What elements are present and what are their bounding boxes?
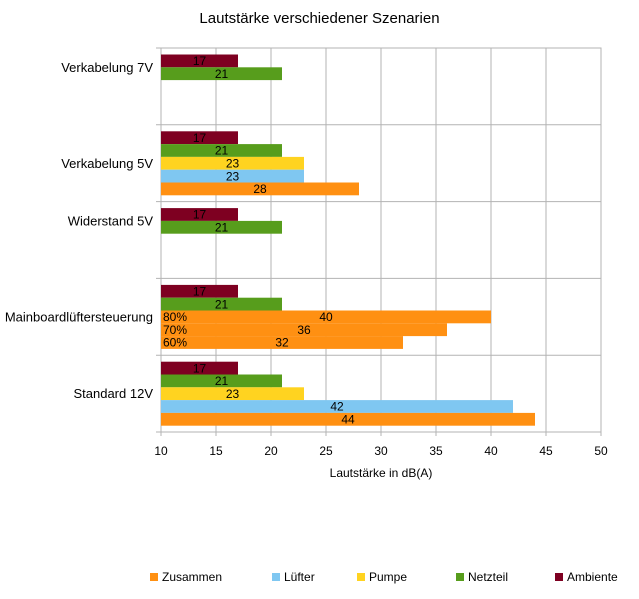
bar-value-label: 36 [297, 323, 311, 337]
bar-value-label: 17 [193, 54, 207, 68]
x-axis-label: Lautstärke in dB(A) [330, 466, 433, 480]
bar-value-label: 21 [215, 221, 229, 235]
x-tick-label: 30 [374, 444, 388, 458]
legend-item: Lüfter [272, 570, 315, 584]
legend-swatch [456, 573, 464, 581]
legend-swatch [272, 573, 280, 581]
legend-label: Zusammen [162, 570, 223, 584]
x-tick-label: 10 [154, 444, 168, 458]
bar-value-label: 23 [226, 169, 240, 183]
bar-value-label: 17 [193, 285, 207, 299]
bar-value-label: 21 [215, 144, 229, 158]
bar-sub-label: 70% [163, 323, 187, 337]
bar-value-label: 17 [193, 131, 207, 145]
chart-legend: Zusammen Lüfter Pumpe Netzteil Ambiente [0, 570, 639, 586]
bar-value-label: 32 [275, 336, 289, 350]
bar-netzteil [161, 220, 282, 234]
bar-sub-label: 60% [163, 336, 187, 350]
bar-value-label: 40 [319, 310, 333, 324]
chart-title: Lautstärke verschiedener Szenarien [199, 10, 440, 27]
bar-ambiente [161, 284, 238, 298]
x-tick-label: 25 [319, 444, 333, 458]
y-category-label: Verkabelung 5V [61, 156, 153, 171]
bar-value-label: 21 [215, 374, 229, 388]
bar-value-label: 21 [215, 297, 229, 311]
legend-swatch [555, 573, 563, 581]
bar-zusammen [161, 323, 447, 337]
bar-ambiente [161, 208, 238, 221]
bar-pumpe [161, 387, 304, 401]
bar-pumpe [161, 156, 304, 170]
legend-item: Pumpe [357, 570, 407, 584]
bar-ambiente [161, 131, 238, 145]
legend-label: Lüfter [284, 570, 315, 584]
y-category-label: Mainboardlüftersteuerung [5, 309, 153, 324]
bar-netzteil [161, 374, 282, 388]
x-tick-label: 15 [209, 444, 223, 458]
bar-ambiente [161, 54, 238, 68]
x-tick-label: 20 [264, 444, 278, 458]
bar-lüfter [161, 400, 513, 413]
bar-sub-label: 80% [163, 310, 187, 324]
legend-swatch [150, 573, 158, 581]
bar-value-label: 17 [193, 208, 207, 222]
bar-value-label: 44 [341, 413, 355, 427]
bar-netzteil [161, 297, 282, 311]
bar-value-label: 23 [226, 387, 240, 401]
y-category-label: Widerstand 5V [68, 213, 154, 228]
legend-swatch [357, 573, 365, 581]
x-tick-label: 40 [484, 444, 498, 458]
bar-value-label: 42 [330, 400, 344, 414]
bar-zusammen [161, 412, 535, 426]
legend-label: Netzteil [468, 570, 509, 584]
bar-value-label: 23 [226, 157, 240, 171]
bar-zusammen [161, 310, 491, 324]
bar-value-label: 17 [193, 361, 207, 375]
bar-netzteil [161, 67, 282, 81]
bar-ambiente [161, 361, 238, 375]
x-tick-label: 35 [429, 444, 443, 458]
legend-label: Ambiente [567, 570, 618, 584]
bar-lüfter [161, 169, 304, 183]
bar-zusammen [161, 336, 403, 349]
bar-value-label: 28 [253, 182, 267, 196]
legend-item: Netzteil [456, 570, 508, 584]
bar-zusammen [161, 182, 359, 196]
y-category-label: Standard 12V [73, 386, 153, 401]
bar-netzteil [161, 144, 282, 157]
legend-item: Zusammen [150, 570, 222, 584]
x-tick-label: 45 [539, 444, 553, 458]
bar-value-label: 21 [215, 67, 229, 81]
legend-item: Ambiente [555, 570, 618, 584]
x-tick-label: 50 [594, 444, 608, 458]
y-category-label: Verkabelung 7V [61, 60, 153, 75]
legend-label: Pumpe [369, 570, 408, 584]
